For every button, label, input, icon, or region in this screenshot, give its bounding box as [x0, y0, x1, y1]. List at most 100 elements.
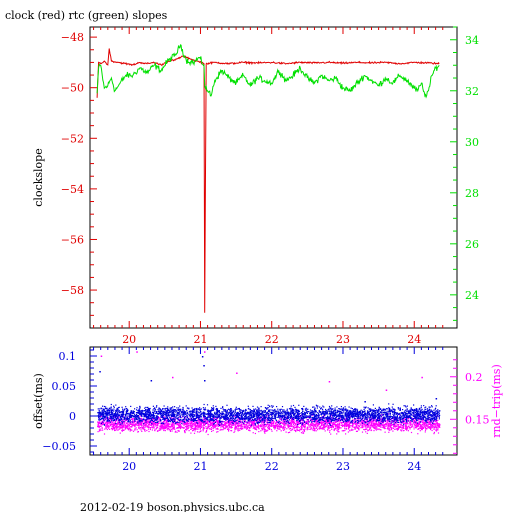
offset-point [323, 419, 325, 421]
offset-point [180, 417, 182, 419]
rnd-trip-point [358, 419, 360, 421]
rnd-trip-point [388, 431, 390, 433]
rnd-trip-point [294, 421, 296, 423]
rnd-trip-point [159, 427, 161, 429]
rnd-trip-point [294, 424, 296, 426]
rnd-trip-point [302, 431, 304, 433]
rnd-trip-point [415, 421, 417, 423]
offset-point [186, 415, 189, 417]
rnd-trip-point [133, 425, 135, 427]
rnd-trip-point [224, 424, 226, 427]
rnd-trip-point [266, 415, 268, 418]
rnd-trip-point [374, 426, 376, 428]
rnd-trip-point [275, 423, 277, 425]
offset-point [377, 416, 379, 418]
rnd-trip-point [212, 422, 214, 424]
rnd-trip-point [348, 427, 350, 429]
offset-point [424, 419, 426, 421]
rnd-trip-point [428, 426, 430, 428]
rnd-trip-point [190, 420, 192, 422]
rnd-trip-point [99, 425, 101, 427]
rnd-trip-point [256, 426, 258, 428]
rnd-trip-point [316, 420, 318, 422]
top-right-tick-label: 30 [465, 136, 479, 149]
rnd-trip-point [234, 425, 236, 427]
offset-point [140, 410, 142, 412]
rnd-trip-point [97, 425, 99, 427]
rnd-trip-point [337, 424, 339, 426]
rnd-trip-point [111, 429, 113, 431]
offset-point [211, 419, 213, 421]
rnd-trip-point [196, 431, 199, 433]
rnd-trip-point [403, 423, 405, 425]
rnd-trip-point [405, 427, 407, 429]
rnd-trip-point [396, 428, 398, 430]
rnd-trip-point [322, 428, 324, 430]
offset-point [247, 416, 249, 418]
rnd-trip-point [191, 425, 193, 427]
offset-point [178, 419, 180, 421]
rnd-trip-point [333, 422, 335, 424]
rnd-trip-point [157, 425, 159, 427]
rnd-trip-point [155, 425, 157, 427]
offset-point [432, 416, 434, 418]
rnd-trip-point [198, 420, 200, 422]
rnd-trip-point [149, 424, 151, 426]
rnd-trip-outlier [100, 355, 103, 357]
offset-point [406, 421, 408, 423]
rnd-trip-point [317, 425, 319, 427]
offset-point [204, 415, 206, 417]
rnd-trip-point [428, 426, 430, 428]
rnd-trip-point [104, 419, 106, 421]
rnd-trip-point [428, 427, 430, 429]
rnd-trip-point [135, 427, 137, 429]
rnd-trip-point [336, 425, 338, 427]
rnd-trip-point [211, 421, 213, 424]
offset-point [292, 417, 294, 419]
rnd-trip-point [384, 423, 386, 425]
rnd-trip-point [289, 426, 291, 428]
rnd-trip-point [210, 428, 212, 430]
rnd-trip-point [368, 429, 370, 431]
offset-point [426, 418, 428, 420]
rnd-trip-point [181, 426, 183, 428]
rnd-trip-point [388, 425, 390, 427]
rnd-trip-point [400, 423, 402, 425]
rnd-trip-point [160, 429, 162, 431]
rnd-trip-point [166, 426, 168, 429]
rnd-trip-point [98, 426, 100, 428]
rnd-trip-point [194, 423, 196, 426]
offset-point [380, 423, 382, 425]
rnd-trip-point [360, 421, 362, 423]
offset-point [297, 409, 299, 411]
rnd-trip-point [374, 427, 376, 429]
rnd-trip-point [296, 428, 298, 430]
rnd-trip-point [270, 422, 272, 424]
rnd-trip-point [144, 429, 146, 431]
rnd-trip-point [199, 428, 201, 430]
rnd-trip-point [134, 429, 136, 431]
rnd-trip-point [373, 424, 376, 426]
rnd-trip-point [409, 424, 411, 426]
offset-point [420, 405, 422, 407]
rnd-trip-point [310, 423, 312, 425]
offset-point [174, 418, 176, 420]
rnd-trip-point [314, 430, 316, 432]
rnd-trip-point [357, 422, 360, 424]
offset-point [293, 415, 295, 417]
rnd-trip-point [361, 421, 363, 423]
rnd-trip-point [292, 422, 295, 424]
offset-point [99, 416, 102, 418]
rnd-trip-point [188, 430, 190, 432]
rnd-trip-point [171, 426, 173, 428]
offset-point [144, 414, 146, 416]
rnd-trip-point [207, 427, 209, 429]
rnd-trip-point [371, 421, 374, 423]
rnd-trip-point [188, 425, 190, 427]
offset-point [298, 412, 300, 414]
rnd-trip-point [120, 426, 122, 428]
rnd-trip-point [375, 421, 378, 423]
rnd-trip-point [360, 422, 362, 425]
rnd-trip-point [146, 422, 148, 424]
rnd-trip-point [114, 421, 116, 423]
